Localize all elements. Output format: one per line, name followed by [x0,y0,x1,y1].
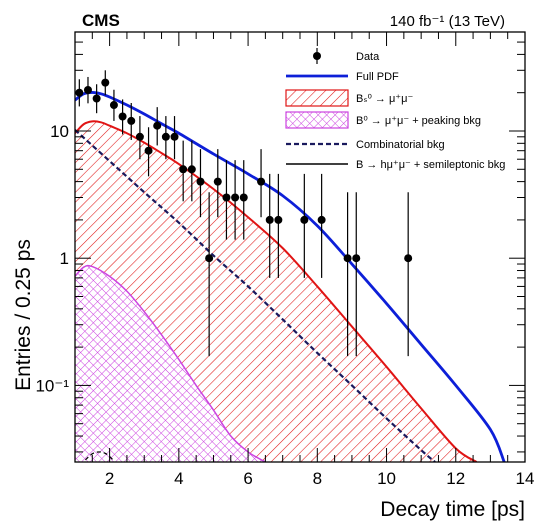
plot-area [75,70,506,462]
legend-swatch [313,52,321,60]
data-points [75,70,413,357]
data-point-marker [317,215,326,224]
data-point [127,102,136,140]
y-axis-title: Entries / 0.25 ps [12,239,35,391]
data-point [257,149,266,218]
data-point-marker [213,177,222,186]
y-tick-label: 10 [50,122,69,141]
data-point [213,149,222,218]
combinatorial-curve [75,129,436,462]
data-point-marker [231,193,240,202]
data-point-marker [109,101,118,110]
data-point-marker [161,132,170,141]
data-point-marker [101,78,110,87]
data-point-marker [135,132,144,141]
data-point [83,76,92,104]
legend-label: Full PDF [356,71,399,83]
experiment-label: CMS [82,11,120,30]
data-point-marker [239,193,248,202]
data-point-marker [144,146,153,155]
data-point-marker [265,215,274,224]
full-pdf-curve [75,91,506,462]
data-point-marker [170,132,179,141]
legend-entry: B⁰ → μ⁺μ⁻ + peaking bkg [285,111,481,129]
data-point-marker [257,177,266,186]
legend-label: B → hμ⁺μ⁻ + semileptonic bkg [356,159,505,171]
b0-peaking-outline [75,264,266,462]
legend-entry: B → hμ⁺μ⁻ + semileptonic bkg [286,159,505,171]
data-point-marker [196,177,205,186]
x-tick-label: 10 [377,469,396,488]
data-point-marker [179,165,188,174]
legend-swatch [285,111,349,129]
data-point [317,173,326,278]
y-tick-label: 10⁻¹ [35,376,69,395]
legend-label: Data [356,51,380,63]
data-point [118,99,127,135]
legend: Data Full PDF Bₛ⁰ → μ⁺μ⁻ B⁰ → μ⁺μ⁻ + peakin… [285,48,505,171]
data-point [92,84,101,114]
data-point-marker [404,254,413,263]
data-point-marker [127,116,136,125]
data-point [101,70,110,96]
data-point [187,140,196,202]
data-point [109,89,118,121]
data-point [153,107,162,146]
data-point-marker [153,121,162,130]
data-point-marker [300,215,309,224]
b0-peaking-area [75,265,266,462]
tick-labels: 2 4 6 8 10 12 14 10⁻¹ 1 10 [35,122,534,488]
y-tick-label: 1 [60,249,69,268]
x-tick-label: 2 [105,469,114,488]
legend-entry: Data [313,48,380,64]
data-point [343,192,352,357]
legend-entry: Combinatorial bkg [286,139,445,151]
bs-signal-outline [75,120,478,462]
data-point [404,192,413,357]
data-point [239,160,248,240]
data-point-marker [274,215,283,224]
data-point [274,173,283,278]
x-tick-label: 6 [243,469,252,488]
x-tick-label: 12 [446,469,465,488]
data-point [144,127,153,177]
axis-ticks [75,31,525,462]
data-point-marker [83,85,92,94]
data-point [231,160,240,240]
data-point [161,116,170,160]
legend-label: Bₛ⁰ → μ⁺μ⁻ [356,93,413,105]
luminosity-label: 140 fb⁻¹ (13 TeV) [390,13,505,30]
x-tick-label: 4 [174,469,183,488]
data-point [170,116,179,160]
semileptonic-curve [84,451,114,461]
data-point [205,192,214,357]
data-point-marker [118,112,127,121]
x-tick-label: 8 [313,469,322,488]
data-point-marker [222,193,231,202]
data-point [352,192,361,357]
data-point-marker [205,254,214,263]
data-point-marker [343,254,352,263]
x-axis-title: Decay time [ps] [380,498,525,521]
legend-swatch [285,89,349,107]
legend-label: Combinatorial bkg [356,139,445,151]
data-point [222,160,231,240]
data-point-marker [352,254,361,263]
data-point [135,116,144,160]
x-tick-label: 14 [516,469,535,488]
legend-label: B⁰ → μ⁺μ⁻ + peaking bkg [356,115,481,127]
data-point [265,173,274,278]
data-point-marker [187,165,196,174]
legend-entry: Bₛ⁰ → μ⁺μ⁻ [285,89,413,107]
data-point [179,140,188,202]
data-point [196,149,205,218]
data-point-marker [92,94,101,103]
legend-entry: Full PDF [286,71,399,83]
data-point [300,173,309,278]
